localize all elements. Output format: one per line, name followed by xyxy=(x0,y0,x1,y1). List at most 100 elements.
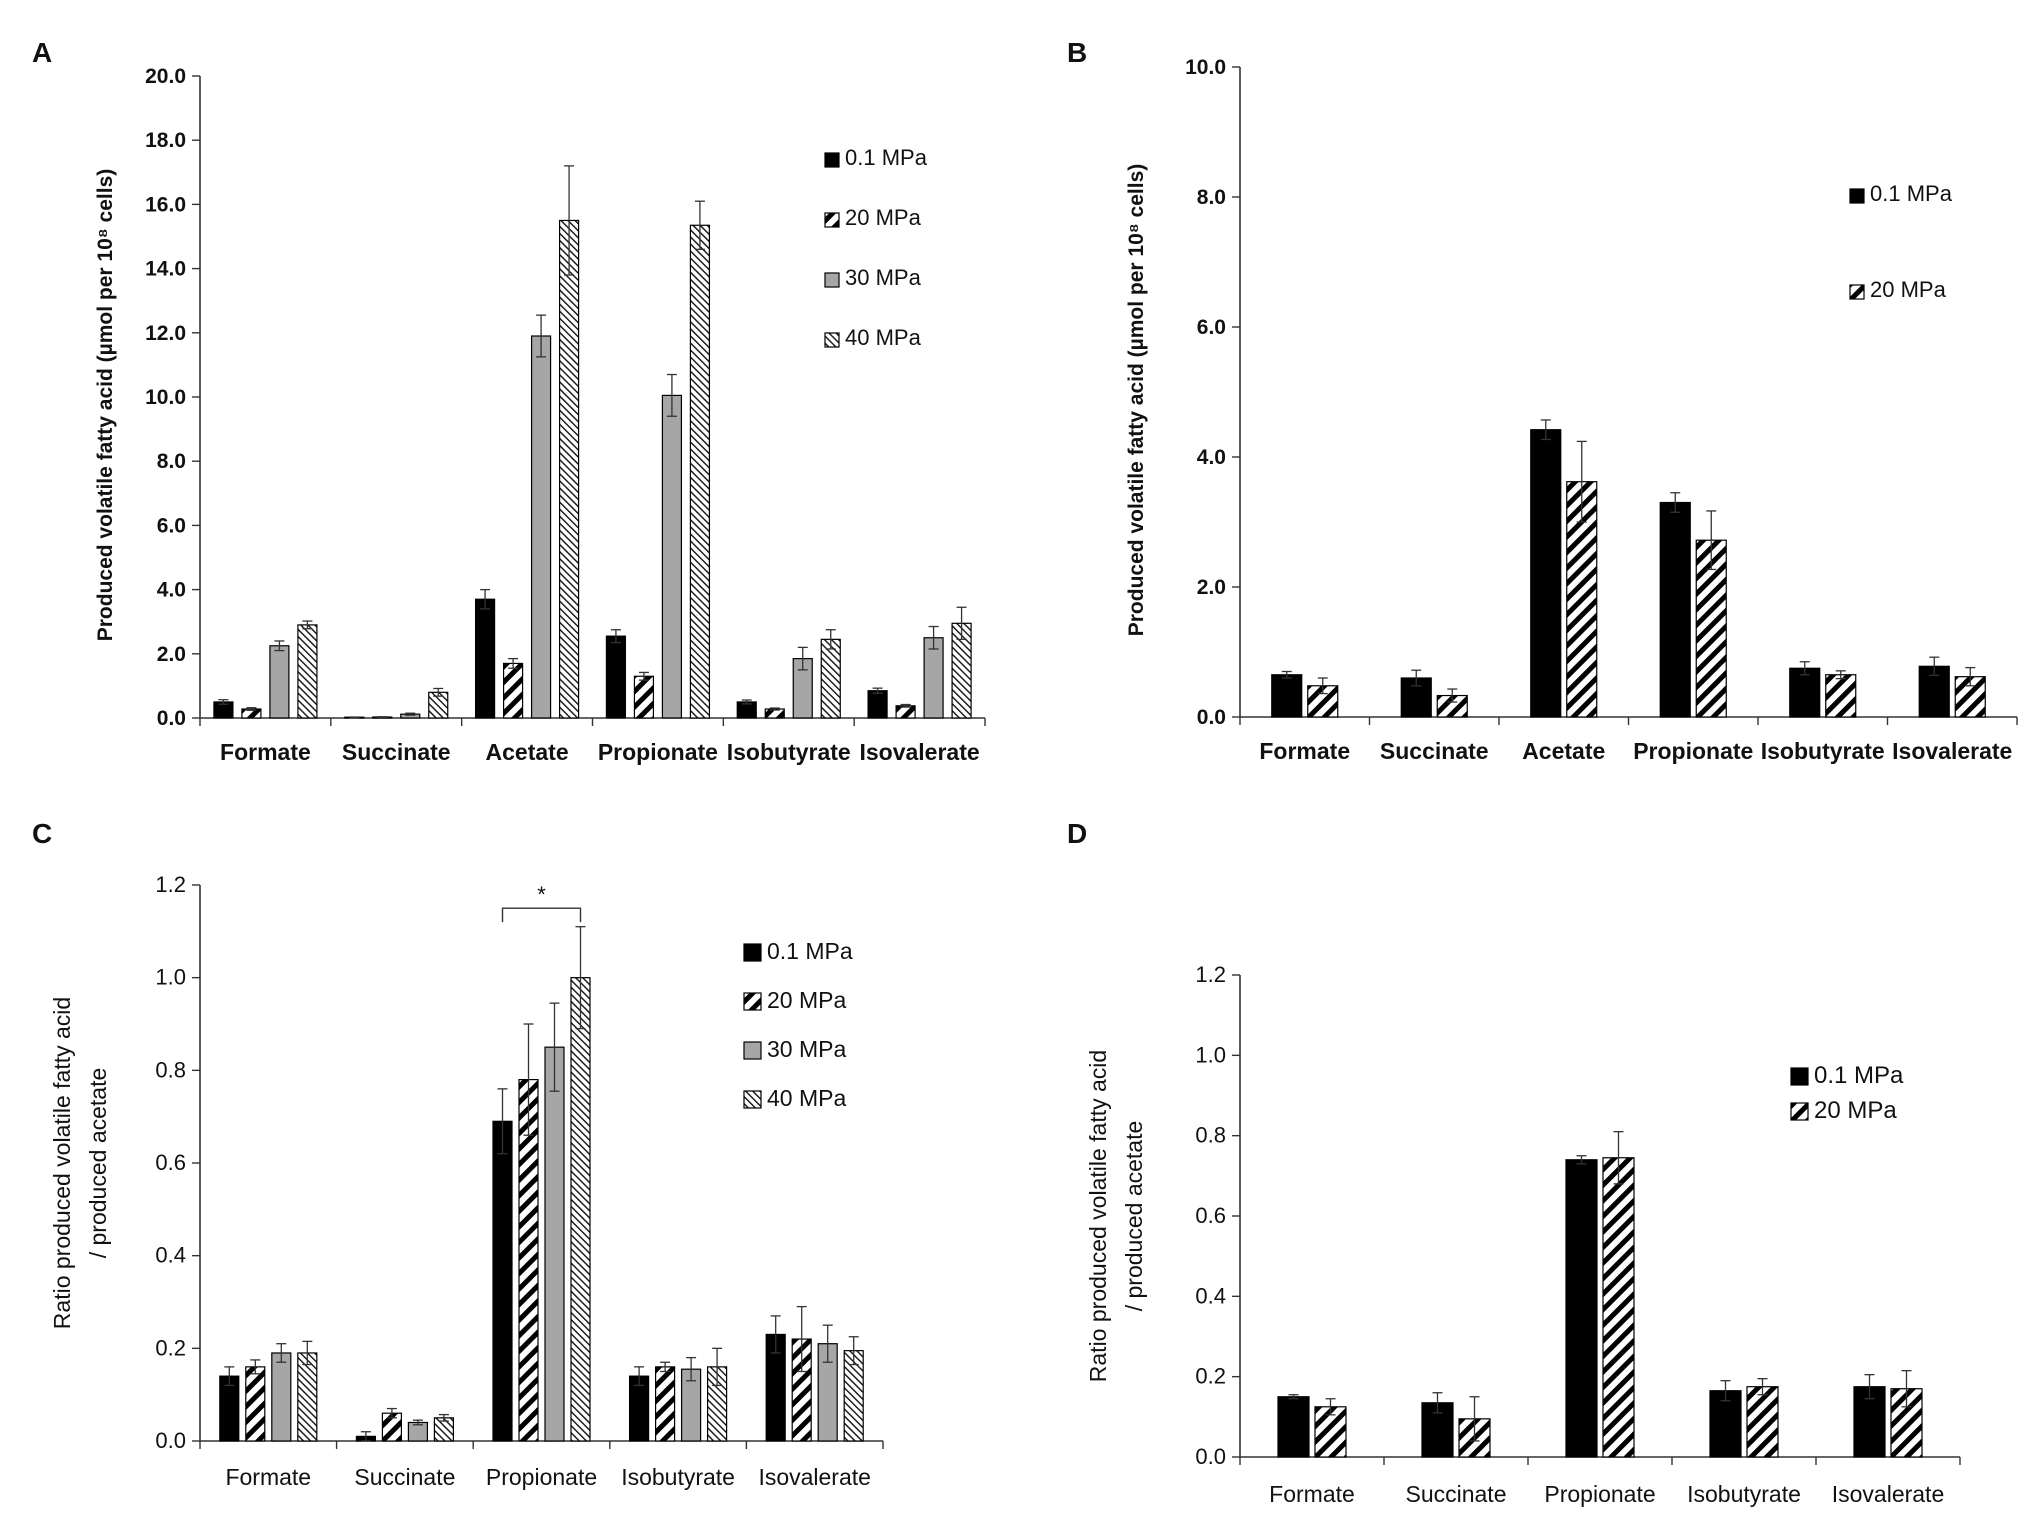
y-tick-label: 6.0 xyxy=(157,514,186,537)
y-axis-title: Ratio produced volatile fatty acid xyxy=(1085,1050,1111,1382)
significance-bracket xyxy=(501,907,582,923)
y-tick-label: 8.0 xyxy=(1197,186,1226,209)
y-tick-label: 18.0 xyxy=(145,129,186,152)
bar-40-mpa xyxy=(689,224,711,719)
y-tick-label: 16.0 xyxy=(145,193,186,216)
y-tick-label: 2.0 xyxy=(1197,576,1226,599)
y-tick-label: 1.2 xyxy=(1195,962,1226,987)
category-label: Isovalerate xyxy=(859,739,979,765)
category-label: Isobutyrate xyxy=(1761,738,1885,764)
y-axis-title: / produced acetate xyxy=(85,1068,111,1259)
legend-swatch xyxy=(1790,1067,1809,1086)
y-tick-label: 0.2 xyxy=(1195,1364,1226,1389)
legend-label: 20 MPa xyxy=(1870,277,1947,302)
bar-40-mpa xyxy=(558,219,580,719)
bar-20-mpa xyxy=(245,1366,266,1442)
bar-20-mpa xyxy=(1825,674,1857,718)
bar-0-1-mpa xyxy=(492,1120,513,1442)
category-label: Propionate xyxy=(1633,738,1753,764)
legend-label: 0.1 MPa xyxy=(1814,1062,1904,1089)
y-tick-label: 0.8 xyxy=(155,1057,186,1082)
y-tick-label: 0.6 xyxy=(155,1150,186,1175)
legend-label: 40 MPa xyxy=(845,325,922,350)
bar-30-mpa xyxy=(271,1352,292,1442)
legend-swatch xyxy=(743,992,762,1011)
bar-0-1-mpa xyxy=(1271,674,1303,718)
y-axis-title: Produced volatile fatty acid (µmol per 1… xyxy=(94,169,117,642)
legend-swatch xyxy=(743,1090,762,1109)
legend-label: 0.1 MPa xyxy=(767,938,853,964)
category-label: Isobutyrate xyxy=(727,739,851,765)
bar-40-mpa xyxy=(820,638,841,719)
category-label: Isovalerate xyxy=(758,1464,871,1490)
bar-0-1-mpa xyxy=(1565,1159,1598,1458)
category-label: Isovalerate xyxy=(1832,1481,1945,1507)
y-tick-label: 1.0 xyxy=(155,965,186,990)
bar-30-mpa xyxy=(269,645,290,719)
legend-label: 30 MPa xyxy=(845,265,922,290)
panel-b-letter: B xyxy=(1067,37,1087,68)
bar-30-mpa xyxy=(530,335,552,719)
legend-swatch xyxy=(743,943,762,962)
bar-20-mpa xyxy=(502,662,524,719)
y-tick-label: 10.0 xyxy=(145,386,186,409)
y-tick-label: 20.0 xyxy=(145,65,186,88)
panel-a-plot: 0.0 2.0 4.0 6.0 8.0 10.0 12.0 14.0 16.0 18.0 20.0 F… xyxy=(94,65,986,765)
category-label: Succinate xyxy=(342,739,451,765)
category-label: Acetate xyxy=(1522,738,1605,764)
bar-30-mpa xyxy=(544,1046,565,1442)
panel-d: D 0.0 0.2 0.4 0.6 0.8 1.0 1.2 Formate Succinate P… xyxy=(1067,818,1961,1507)
y-axis-title: Ratio produced volatile fatty acid xyxy=(49,997,75,1329)
panel-c-letter: C xyxy=(32,818,52,849)
category-label: Succinate xyxy=(1405,1481,1506,1507)
legend-label: 20 MPa xyxy=(845,205,922,230)
category-label: Formate xyxy=(1259,738,1350,764)
y-tick-label: 12.0 xyxy=(145,322,186,345)
panel-b: B 0.0 2.0 4.0 6.0 8.0 10.0 Formate Succinate Ace… xyxy=(1067,37,2018,764)
bar-30-mpa xyxy=(661,394,683,719)
panel-d-plot: 0.0 0.2 0.4 0.6 0.8 1.0 1.2 Formate Succinate Pro… xyxy=(1085,962,1961,1507)
legend-swatch xyxy=(824,272,840,288)
legend-label: 20 MPa xyxy=(1814,1097,1897,1124)
y-axis-title: / produced acetate xyxy=(1121,1121,1147,1312)
legend-label: 30 MPa xyxy=(767,1036,846,1062)
panel-c: C 0.0 0.2 0.4 0.6 0.8 1.0 1.2 Formate Succinate P… xyxy=(32,818,884,1490)
panel-c-plot: 0.0 0.2 0.4 0.6 0.8 1.0 1.2 Formate Succinate Pro… xyxy=(49,872,884,1490)
bar-20-mpa xyxy=(633,675,655,719)
legend-swatch xyxy=(1849,284,1865,300)
y-tick-label: 0.0 xyxy=(1195,1444,1226,1469)
y-tick-label: 10.0 xyxy=(1185,56,1226,79)
panel-d-letter: D xyxy=(1067,818,1087,849)
y-tick-label: 4.0 xyxy=(1197,446,1226,469)
category-label: Propionate xyxy=(1544,1481,1655,1507)
bar-40-mpa xyxy=(297,1352,318,1442)
y-tick-label: 2.0 xyxy=(157,643,186,666)
panel-b-plot: 0.0 2.0 4.0 6.0 8.0 10.0 Formate Succinate Aceta… xyxy=(1125,56,2018,764)
category-label: Formate xyxy=(220,739,311,765)
panel-a-letter: A xyxy=(32,37,52,68)
y-tick-label: 0.4 xyxy=(155,1243,186,1268)
bar-0-1-mpa xyxy=(605,635,627,719)
legend-label: 0.1 MPa xyxy=(1870,181,1953,206)
bar-0-1-mpa xyxy=(867,690,888,719)
y-tick-label: 0.0 xyxy=(1197,706,1226,729)
y-tick-label: 4.0 xyxy=(157,579,186,602)
legend-label: 0.1 MPa xyxy=(845,145,928,170)
y-tick-label: 0.2 xyxy=(155,1335,186,1360)
bar-20-mpa xyxy=(1307,685,1339,718)
category-label: Formate xyxy=(1269,1481,1355,1507)
category-label: Isobutyrate xyxy=(1687,1481,1801,1507)
y-tick-label: 0.0 xyxy=(157,707,186,730)
category-label: Isovalerate xyxy=(1892,738,2012,764)
legend-label: 20 MPa xyxy=(767,987,846,1013)
bar-40-mpa xyxy=(297,624,318,719)
legend-swatch xyxy=(743,1041,762,1060)
category-label: Succinate xyxy=(354,1464,455,1490)
y-tick-label: 14.0 xyxy=(145,258,186,281)
y-tick-label: 8.0 xyxy=(157,450,186,473)
category-label: Isobutyrate xyxy=(621,1464,735,1490)
bar-20-mpa xyxy=(654,1366,676,1442)
category-label: Propionate xyxy=(486,1464,597,1490)
bar-0-1-mpa xyxy=(474,598,496,719)
